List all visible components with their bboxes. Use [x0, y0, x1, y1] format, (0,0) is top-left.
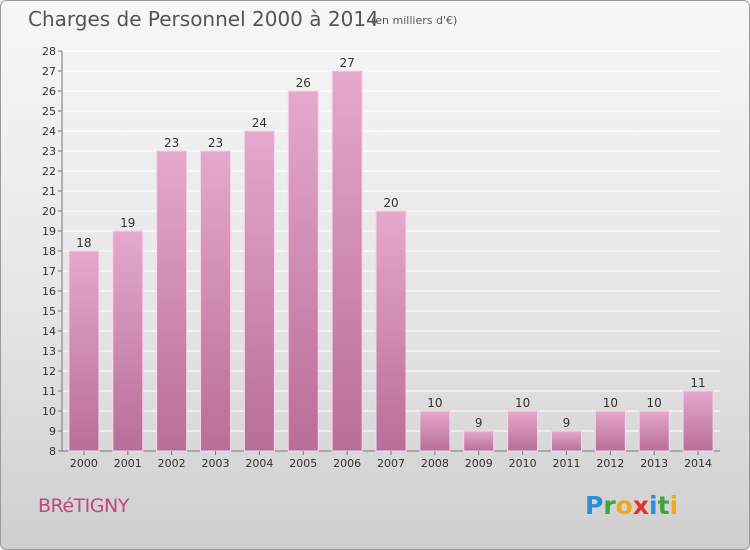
y-tick-label: 13 [42, 345, 56, 358]
y-tick-label: 9 [49, 425, 56, 438]
y-tick-label: 8 [49, 445, 56, 458]
y-tick-label: 20 [42, 205, 56, 218]
x-tick-label: 2001 [114, 457, 142, 470]
x-tick-label: 2003 [202, 457, 230, 470]
x-tick-label: 2009 [465, 457, 493, 470]
y-tick-label: 22 [42, 165, 56, 178]
y-tick-label: 23 [42, 145, 56, 158]
data-label: 10 [603, 396, 618, 410]
data-label: 9 [475, 416, 483, 430]
y-tick-label: 18 [42, 245, 56, 258]
bar [419, 410, 451, 452]
bar [682, 390, 714, 452]
data-label: 9 [563, 416, 571, 430]
bar [287, 90, 319, 452]
data-label: 10 [515, 396, 530, 410]
x-tick-label: 2014 [684, 457, 712, 470]
data-label: 18 [76, 236, 91, 250]
data-label: 23 [208, 136, 223, 150]
bar [112, 230, 144, 452]
logo-letter: i [649, 491, 658, 520]
bar [375, 210, 407, 452]
data-label: 10 [647, 396, 662, 410]
commune-name: BRéTIGNY [38, 495, 129, 517]
y-tick-label: 10 [42, 405, 56, 418]
bar [331, 70, 363, 452]
data-label: 24 [252, 116, 267, 130]
bar [243, 130, 275, 452]
x-tick-label: 2007 [377, 457, 405, 470]
y-tick-label: 24 [42, 125, 56, 138]
bar [507, 410, 539, 452]
bar [463, 430, 495, 452]
y-tick-label: 26 [42, 85, 56, 98]
x-tick-label: 2011 [552, 457, 580, 470]
y-tick-label: 17 [42, 265, 56, 278]
bar [156, 150, 188, 452]
logo-letter: o [615, 491, 633, 520]
bar [200, 150, 232, 452]
x-tick-label: 2005 [289, 457, 317, 470]
logo-letter: i [669, 491, 679, 520]
data-label: 10 [427, 396, 442, 410]
y-tick-label: 27 [42, 65, 56, 78]
chart-subtitle: (en milliers d'€) [371, 14, 458, 27]
bar [594, 410, 626, 452]
logo-letter: t [657, 491, 670, 520]
data-label: 27 [339, 56, 354, 70]
proxiti-logo[interactable]: Proxiti [585, 491, 678, 520]
data-label: 11 [690, 376, 705, 390]
data-label: 23 [164, 136, 179, 150]
x-tick-label: 2004 [245, 457, 273, 470]
x-tick-label: 2006 [333, 457, 361, 470]
y-tick-label: 28 [42, 45, 56, 58]
logo-letter: x [632, 491, 649, 520]
y-tick-label: 12 [42, 365, 56, 378]
x-tick-label: 2002 [158, 457, 186, 470]
x-tick-label: 2000 [70, 457, 98, 470]
bar [68, 250, 100, 452]
y-tick-label: 15 [42, 305, 56, 318]
chart-title: Charges de Personnel 2000 à 2014 [28, 7, 379, 31]
x-tick-label: 2010 [509, 457, 537, 470]
y-tick-label: 16 [42, 285, 56, 298]
bar [638, 410, 670, 452]
x-tick-label: 2008 [421, 457, 449, 470]
data-label: 26 [296, 76, 311, 90]
logo-letter: P [585, 491, 604, 520]
y-tick-label: 21 [42, 185, 56, 198]
data-label: 19 [120, 216, 135, 230]
data-label: 20 [383, 196, 398, 210]
y-tick-label: 11 [42, 385, 56, 398]
logo-letter: r [603, 491, 616, 520]
y-tick-label: 14 [42, 325, 56, 338]
x-tick-label: 2013 [640, 457, 668, 470]
x-tick-label: 2012 [596, 457, 624, 470]
y-tick-label: 19 [42, 225, 56, 238]
bar [550, 430, 582, 452]
y-tick-label: 25 [42, 105, 56, 118]
